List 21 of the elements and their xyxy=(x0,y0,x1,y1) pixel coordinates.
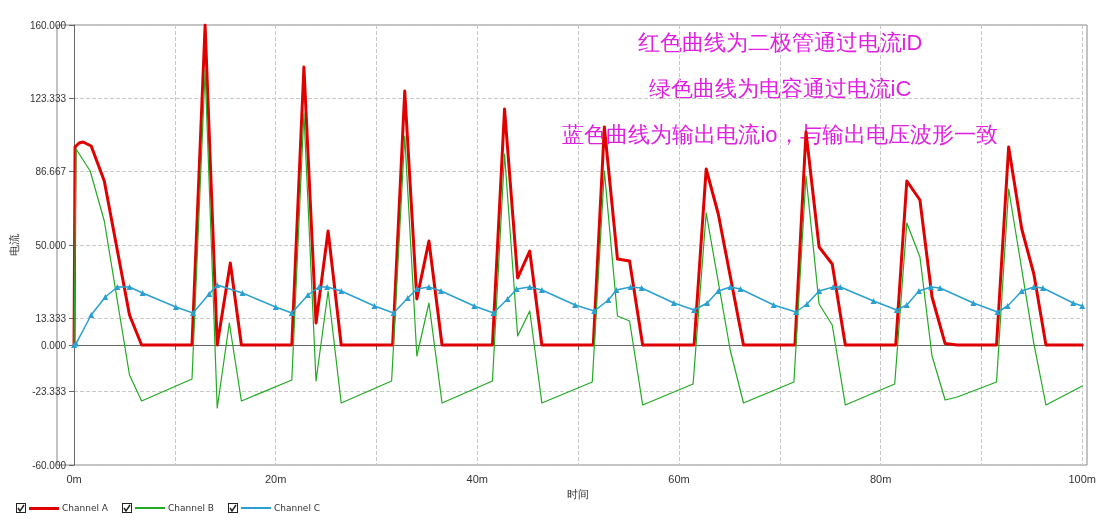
y-tick-label: 0.000 xyxy=(41,339,67,351)
legend-label: Channel C xyxy=(273,503,321,513)
x-tick-label: 20m xyxy=(264,472,287,485)
y-tick-label: 86.667 xyxy=(35,166,67,178)
legend-label: Channel A xyxy=(62,503,108,513)
y-tick-label: 123.333 xyxy=(29,92,67,104)
x-tick-label: 80m xyxy=(869,472,892,485)
x-tick-label: 100m xyxy=(1068,472,1097,485)
y-tick-label: -60.000 xyxy=(32,459,67,471)
legend-label: Channel B xyxy=(167,503,214,513)
annotation: 绿色曲线为电容通过电流iC xyxy=(648,75,912,101)
x-tick-label: 0m xyxy=(66,472,82,485)
y-tick-label: 13.333 xyxy=(35,312,67,324)
line-series xyxy=(72,23,1084,347)
y-axis-title: 电流 xyxy=(7,234,20,256)
y-tick-label: -23.333 xyxy=(32,386,67,398)
x-tick-label: 60m xyxy=(668,472,690,485)
x-tick-label: 40m xyxy=(466,472,489,485)
x-axis-title: 时间 xyxy=(567,488,590,501)
y-tick-label: 160.000 xyxy=(29,19,67,31)
y-tick-label: 50.000 xyxy=(35,239,67,251)
